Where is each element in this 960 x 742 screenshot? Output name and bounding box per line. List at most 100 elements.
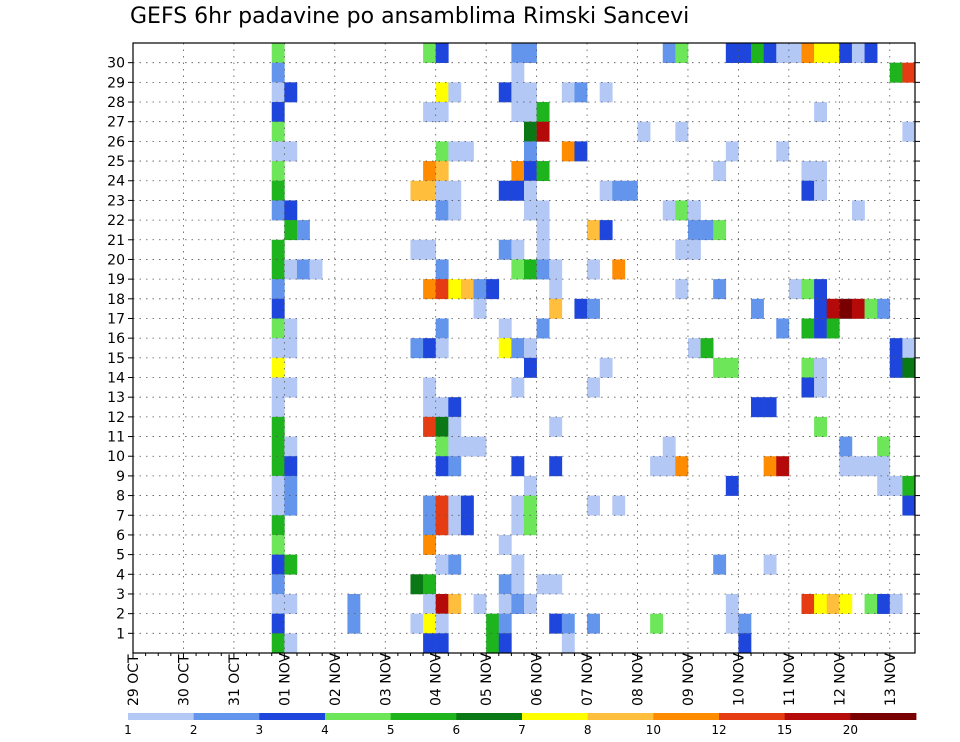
heatmap-cell bbox=[902, 62, 916, 83]
heatmap-cell bbox=[284, 554, 298, 575]
heatmap-cell bbox=[713, 220, 727, 241]
heatmap-cell bbox=[902, 357, 916, 378]
legend-label: 8 bbox=[584, 723, 592, 737]
heatmap-cell bbox=[889, 62, 903, 83]
heatmap-cell bbox=[435, 397, 449, 418]
heatmap-cell bbox=[423, 397, 437, 418]
heatmap-cell bbox=[839, 436, 853, 457]
y-tick-label: 25 bbox=[107, 154, 125, 170]
heatmap-cell bbox=[801, 161, 815, 182]
legend-swatch bbox=[456, 713, 523, 720]
heatmap-cell bbox=[511, 161, 525, 182]
heatmap-cell bbox=[751, 397, 764, 418]
legend-label: 3 bbox=[256, 723, 264, 737]
legend-label: 2 bbox=[190, 723, 198, 737]
legend-label: 20 bbox=[843, 723, 858, 737]
heatmap-cell bbox=[435, 141, 449, 162]
heatmap-cell bbox=[738, 633, 752, 654]
heatmap-cell bbox=[524, 357, 537, 378]
heatmap-cell bbox=[473, 279, 487, 300]
heatmap-cell bbox=[814, 279, 828, 300]
heatmap-cell bbox=[271, 633, 285, 654]
heatmap-cell bbox=[271, 436, 285, 457]
heatmap-cell bbox=[902, 475, 916, 496]
y-tick-label: 28 bbox=[107, 95, 125, 111]
heatmap-cell bbox=[536, 259, 550, 280]
heatmap-cell bbox=[498, 82, 512, 103]
heatmap-cell bbox=[448, 456, 462, 477]
x-tick-label: 08 NOV bbox=[631, 652, 647, 706]
heatmap-cell bbox=[284, 377, 298, 398]
heatmap-cell bbox=[662, 456, 676, 477]
heatmap-cell bbox=[347, 593, 361, 614]
heatmap-cell bbox=[524, 180, 537, 201]
legend-swatch bbox=[587, 713, 654, 720]
heatmap-cell bbox=[435, 338, 449, 359]
heatmap-cell bbox=[549, 456, 563, 477]
heatmap-cell bbox=[700, 338, 714, 359]
heatmap-cell bbox=[284, 436, 298, 457]
heatmap-cell bbox=[549, 416, 563, 437]
heatmap-cell bbox=[271, 141, 285, 162]
heatmap-cell bbox=[524, 161, 537, 182]
heatmap-cell bbox=[435, 161, 449, 182]
heatmap-cell bbox=[435, 436, 449, 457]
heatmap-cell bbox=[826, 318, 840, 339]
heatmap-cell bbox=[524, 495, 537, 516]
y-tick-label: 21 bbox=[107, 233, 125, 249]
heatmap-cell bbox=[435, 613, 449, 634]
heatmap-cell bbox=[889, 593, 903, 614]
x-tick-label: 04 NOV bbox=[429, 652, 445, 706]
heatmap-cell bbox=[511, 338, 525, 359]
heatmap-cell bbox=[410, 613, 424, 634]
legend-label: 15 bbox=[777, 723, 792, 737]
heatmap-cell bbox=[448, 495, 462, 516]
heatmap-cell bbox=[448, 141, 462, 162]
heatmap-cell bbox=[410, 239, 424, 260]
heatmap-cell bbox=[423, 593, 437, 614]
legend-label: 12 bbox=[711, 723, 726, 737]
heatmap-cell bbox=[662, 436, 676, 457]
heatmap-cell bbox=[284, 318, 298, 339]
y-tick-label: 3 bbox=[116, 587, 125, 603]
heatmap-cell bbox=[574, 141, 588, 162]
heatmap-cell bbox=[877, 593, 891, 614]
heatmap-cell bbox=[587, 298, 600, 319]
heatmap-cell bbox=[423, 180, 437, 201]
heatmap-cell bbox=[763, 456, 777, 477]
heatmap-cell bbox=[675, 239, 689, 260]
heatmap-cell bbox=[637, 121, 651, 142]
heatmap-cell bbox=[448, 279, 462, 300]
y-tick-label: 11 bbox=[107, 430, 125, 446]
heatmap-cell bbox=[851, 456, 865, 477]
heatmap-cell bbox=[511, 62, 525, 83]
y-tick-label: 20 bbox=[107, 252, 125, 268]
heatmap-cell bbox=[536, 574, 550, 595]
heatmap-cell bbox=[902, 121, 916, 142]
heatmap-cell bbox=[271, 62, 285, 83]
heatmap-cell bbox=[687, 239, 701, 260]
heatmap-cell bbox=[561, 82, 575, 103]
heatmap-cell bbox=[524, 515, 537, 536]
heatmap-cell bbox=[561, 613, 575, 634]
heatmap-cell bbox=[536, 102, 550, 123]
heatmap-cell bbox=[814, 298, 828, 319]
heatmap-cell bbox=[473, 436, 487, 457]
x-tick-label: 12 NOV bbox=[832, 652, 848, 706]
heatmap-cell bbox=[814, 161, 828, 182]
heatmap-cell bbox=[801, 180, 815, 201]
legend-label: 10 bbox=[646, 723, 661, 737]
heatmap-cell bbox=[284, 593, 298, 614]
heatmap-cell bbox=[889, 338, 903, 359]
heatmap-cell bbox=[284, 338, 298, 359]
heatmap-cell bbox=[549, 279, 563, 300]
heatmap-cell bbox=[498, 534, 512, 555]
y-tick-label: 7 bbox=[116, 508, 125, 524]
heatmap-cell bbox=[549, 574, 563, 595]
heatmap-cell bbox=[675, 200, 689, 221]
x-tick-label: 05 NOV bbox=[479, 652, 495, 706]
heatmap-cell bbox=[271, 515, 285, 536]
heatmap-cell bbox=[801, 318, 815, 339]
heatmap-cell bbox=[851, 298, 865, 319]
heatmap-cell bbox=[498, 180, 512, 201]
